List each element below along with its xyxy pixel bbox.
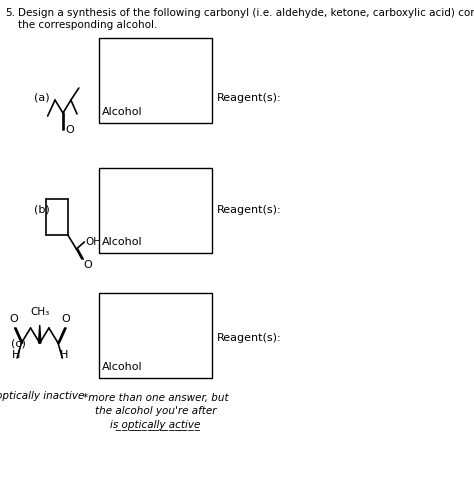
Text: Design a synthesis of the following carbonyl (i.e. aldehyde, ketone, carboxylic : Design a synthesis of the following carb… [18, 8, 474, 30]
Text: 5.: 5. [5, 8, 15, 18]
Text: O: O [9, 314, 18, 324]
Text: Alcohol: Alcohol [101, 107, 142, 117]
Text: is ̲o̲p̲t̲i̲c̲a̲l̲l̲y̲ ̲a̲c̲t̲i̲v̲e̲: is ̲o̲p̲t̲i̲c̲a̲l̲l̲y̲ ̲a̲c̲t̲i̲v̲e̲ [110, 419, 201, 430]
Text: Alcohol: Alcohol [101, 237, 142, 247]
Bar [99, 38, 212, 123]
Text: H: H [59, 350, 68, 360]
Text: CH₃: CH₃ [30, 307, 49, 317]
Text: Reagent(s):: Reagent(s): [217, 333, 282, 343]
Text: OH: OH [85, 237, 101, 247]
Text: O: O [65, 125, 74, 135]
Polygon shape [38, 325, 41, 343]
Text: (a): (a) [34, 93, 49, 103]
Bar [99, 168, 212, 253]
Text: (b): (b) [34, 205, 49, 215]
Text: O: O [61, 314, 70, 324]
Text: *more than one answer, but: *more than one answer, but [83, 393, 228, 403]
Text: the alcohol you're after: the alcohol you're after [95, 406, 216, 416]
Text: Reagent(s):: Reagent(s): [217, 93, 282, 103]
Text: Alcohol: Alcohol [101, 362, 142, 372]
Text: optically inactive: optically inactive [0, 391, 84, 401]
Text: Reagent(s):: Reagent(s): [217, 205, 282, 215]
Text: (c): (c) [11, 338, 26, 348]
Text: H: H [12, 350, 20, 360]
Bar [99, 293, 212, 378]
Text: O: O [83, 260, 92, 270]
